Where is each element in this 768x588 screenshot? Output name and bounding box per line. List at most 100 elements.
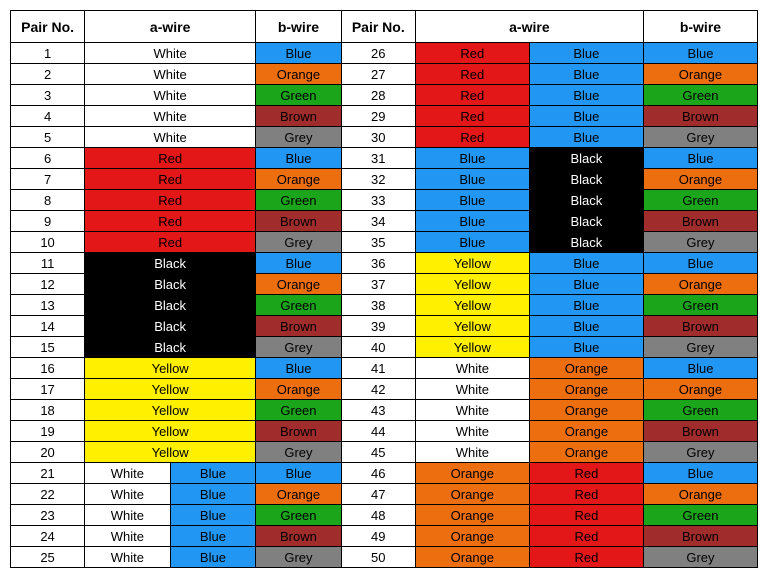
a-wire-cell: Blue	[170, 463, 256, 484]
a-wire-cell: Orange	[415, 547, 529, 568]
a-wire-cell: Blue	[415, 232, 529, 253]
pair-number: 18	[11, 400, 85, 421]
a-wire-cell: Yellow	[85, 421, 256, 442]
a-wire-cell: Red	[529, 505, 643, 526]
b-wire-cell: Blue	[643, 358, 757, 379]
b-wire-cell: Blue	[643, 253, 757, 274]
b-wire-cell: Blue	[643, 148, 757, 169]
table-row: 10RedGrey35BlueBlackGrey	[11, 232, 758, 253]
a-wire-cell: White	[415, 442, 529, 463]
b-wire-cell: Orange	[256, 379, 342, 400]
pair-number: 25	[11, 547, 85, 568]
a-wire-cell: Blue	[415, 169, 529, 190]
a-wire-cell: Orange	[415, 484, 529, 505]
pair-number: 16	[11, 358, 85, 379]
a-wire-cell: Black	[529, 169, 643, 190]
a-wire-cell: White	[415, 358, 529, 379]
pair-number: 11	[11, 253, 85, 274]
a-wire-cell: Yellow	[85, 400, 256, 421]
bwire-header-right: b-wire	[643, 11, 757, 43]
a-wire-cell: Orange	[529, 400, 643, 421]
wire-color-table: Pair No.a-wireb-wirePair No.a-wireb-wire…	[10, 10, 758, 568]
b-wire-cell: Green	[643, 400, 757, 421]
pair-number: 8	[11, 190, 85, 211]
b-wire-cell: Green	[256, 505, 342, 526]
table-row: 18YellowGreen43WhiteOrangeGreen	[11, 400, 758, 421]
a-wire-cell: Blue	[529, 64, 643, 85]
b-wire-cell: Brown	[256, 526, 342, 547]
a-wire-cell: White	[85, 463, 171, 484]
pair-number: 20	[11, 442, 85, 463]
table-row: 2WhiteOrange27RedBlueOrange	[11, 64, 758, 85]
pair-number: 28	[341, 85, 415, 106]
b-wire-cell: Green	[256, 295, 342, 316]
a-wire-cell: Blue	[529, 85, 643, 106]
a-wire-cell: Orange	[415, 463, 529, 484]
a-wire-cell: Red	[85, 169, 256, 190]
a-wire-cell: White	[85, 547, 171, 568]
a-wire-cell: Yellow	[415, 295, 529, 316]
table-row: 11BlackBlue36YellowBlueBlue	[11, 253, 758, 274]
a-wire-cell: Black	[85, 316, 256, 337]
table-row: 16YellowBlue41WhiteOrangeBlue	[11, 358, 758, 379]
b-wire-cell: Green	[256, 400, 342, 421]
table-row: 17YellowOrange42WhiteOrangeOrange	[11, 379, 758, 400]
b-wire-cell: Green	[256, 85, 342, 106]
a-wire-cell: Black	[529, 190, 643, 211]
a-wire-cell: Red	[415, 85, 529, 106]
b-wire-cell: Grey	[643, 232, 757, 253]
awire-header-right: a-wire	[415, 11, 643, 43]
a-wire-cell: Blue	[529, 106, 643, 127]
pair-number: 44	[341, 421, 415, 442]
a-wire-cell: White	[85, 484, 171, 505]
b-wire-cell: Green	[643, 85, 757, 106]
pair-number: 27	[341, 64, 415, 85]
table-row: 14BlackBrown39YellowBlueBrown	[11, 316, 758, 337]
b-wire-cell: Orange	[643, 169, 757, 190]
a-wire-cell: Blue	[529, 337, 643, 358]
pair-number: 35	[341, 232, 415, 253]
b-wire-cell: Orange	[643, 64, 757, 85]
b-wire-cell: Green	[643, 505, 757, 526]
pair-header-left: Pair No.	[11, 11, 85, 43]
pair-number: 13	[11, 295, 85, 316]
a-wire-cell: Yellow	[415, 274, 529, 295]
b-wire-cell: Orange	[256, 169, 342, 190]
a-wire-cell: Yellow	[85, 379, 256, 400]
pair-number: 42	[341, 379, 415, 400]
a-wire-cell: Red	[415, 64, 529, 85]
pair-number: 33	[341, 190, 415, 211]
a-wire-cell: White	[415, 421, 529, 442]
a-wire-cell: White	[85, 127, 256, 148]
pair-number: 6	[11, 148, 85, 169]
b-wire-cell: Brown	[643, 211, 757, 232]
pair-number: 26	[341, 43, 415, 64]
a-wire-cell: Black	[85, 274, 256, 295]
a-wire-cell: Yellow	[85, 358, 256, 379]
pair-number: 7	[11, 169, 85, 190]
b-wire-cell: Blue	[256, 358, 342, 379]
pair-number: 50	[341, 547, 415, 568]
a-wire-cell: Red	[85, 190, 256, 211]
bwire-header-left: b-wire	[256, 11, 342, 43]
a-wire-cell: Red	[85, 232, 256, 253]
pair-number: 31	[341, 148, 415, 169]
table-row: 20YellowGrey45WhiteOrangeGrey	[11, 442, 758, 463]
b-wire-cell: Blue	[256, 253, 342, 274]
b-wire-cell: Blue	[256, 43, 342, 64]
b-wire-cell: Blue	[643, 43, 757, 64]
pair-number: 24	[11, 526, 85, 547]
table-body: 1WhiteBlue26RedBlueBlue2WhiteOrange27Red…	[11, 43, 758, 568]
table-row: 23WhiteBlueGreen48OrangeRedGreen	[11, 505, 758, 526]
a-wire-cell: Red	[85, 148, 256, 169]
pair-number: 49	[341, 526, 415, 547]
a-wire-cell: Blue	[415, 148, 529, 169]
awire-header-left: a-wire	[85, 11, 256, 43]
b-wire-cell: Brown	[643, 316, 757, 337]
b-wire-cell: Orange	[643, 274, 757, 295]
b-wire-cell: Orange	[643, 379, 757, 400]
table-row: 7RedOrange32BlueBlackOrange	[11, 169, 758, 190]
b-wire-cell: Grey	[643, 442, 757, 463]
table-row: 1WhiteBlue26RedBlueBlue	[11, 43, 758, 64]
b-wire-cell: Orange	[256, 484, 342, 505]
